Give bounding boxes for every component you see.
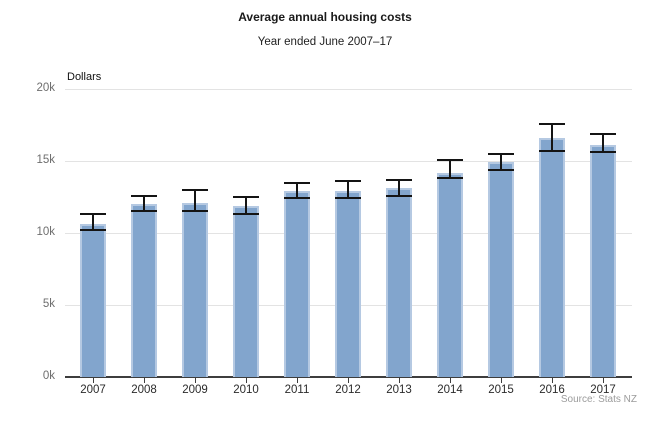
error-bar-cap-top-2011 xyxy=(284,181,310,184)
x-tick-label-2012: 2012 xyxy=(335,384,361,396)
x-tick-label-2009: 2009 xyxy=(182,384,208,396)
y-tick-label: 20k xyxy=(36,82,55,94)
plot-area: Dollars 0k 5k 10k 15k 20k 2007 2008 2009 2010 201… xyxy=(36,71,632,396)
error-bar-cap-top-2016 xyxy=(539,122,565,125)
x-tick-label-2010: 2010 xyxy=(233,384,259,396)
x-axis-tick-2007 xyxy=(93,378,94,383)
y-tick-label: 5k xyxy=(42,298,55,310)
error-bar-line-2017 xyxy=(602,133,604,153)
bar-2012[interactable] xyxy=(335,191,361,377)
x-axis-tick-2013 xyxy=(399,378,400,383)
error-bar-cap-top-2008 xyxy=(131,194,157,197)
error-bar-cap-bottom-2015 xyxy=(488,168,514,171)
x-axis-tick-2010 xyxy=(246,378,247,383)
error-bar-line-2009 xyxy=(194,189,196,212)
bar-2008[interactable] xyxy=(131,204,157,377)
chart-subtitle: Year ended June 2007–17 xyxy=(257,36,393,48)
error-bar-cap-bottom-2009 xyxy=(182,210,208,213)
bar-2010[interactable] xyxy=(233,205,259,377)
y-tick-label: 10k xyxy=(36,226,55,238)
error-bar-line-2008 xyxy=(143,195,145,212)
error-bar-cap-bottom-2011 xyxy=(284,197,310,200)
error-bar-cap-bottom-2017 xyxy=(590,151,616,154)
bar-2015[interactable] xyxy=(488,162,514,377)
error-bar-line-2011 xyxy=(296,182,298,199)
error-bar-cap-top-2014 xyxy=(437,158,463,161)
error-bar-cap-bottom-2013 xyxy=(386,194,412,197)
y-tick-label: 0k xyxy=(42,370,55,382)
error-bar-line-2007 xyxy=(92,214,94,231)
x-axis-tick-2008 xyxy=(144,378,145,383)
bar-2016[interactable] xyxy=(539,137,565,377)
error-bar-cap-top-2009 xyxy=(182,188,208,191)
x-axis-tick-2009 xyxy=(195,378,196,383)
error-bar-cap-top-2007 xyxy=(80,213,106,216)
x-axis-line xyxy=(65,376,632,378)
error-bar-line-2015 xyxy=(500,153,502,170)
bar-2017[interactable] xyxy=(590,145,616,377)
error-bar-cap-bottom-2010 xyxy=(233,213,259,216)
x-axis-tick-2015 xyxy=(501,378,502,383)
x-axis-tick-2012 xyxy=(348,378,349,383)
x-tick-label-2014: 2014 xyxy=(437,384,463,396)
bar-2014[interactable] xyxy=(437,172,463,377)
error-bar-cap-bottom-2007 xyxy=(80,229,106,232)
error-bar-cap-bottom-2012 xyxy=(335,197,361,200)
error-bar-cap-top-2017 xyxy=(590,132,616,135)
x-tick-label-2011: 2011 xyxy=(284,384,310,396)
x-tick-label-2008: 2008 xyxy=(131,384,157,396)
error-bar-line-2012 xyxy=(347,181,349,199)
x-tick-label-2017: 2017 xyxy=(590,384,616,396)
error-bar-cap-top-2013 xyxy=(386,178,412,181)
bar-2009[interactable] xyxy=(182,202,208,377)
error-bar-line-2010 xyxy=(245,197,247,215)
source-attribution: Source: Stats NZ xyxy=(560,394,637,405)
error-bar-line-2016 xyxy=(551,123,553,151)
x-tick-label-2007: 2007 xyxy=(80,384,106,396)
error-bar-line-2014 xyxy=(449,159,451,179)
gridline-15k xyxy=(65,161,632,162)
error-bar-line-2013 xyxy=(398,179,400,196)
x-axis-tick-2014 xyxy=(450,378,451,383)
x-axis-tick-2011 xyxy=(297,378,298,383)
bar-2013[interactable] xyxy=(386,188,412,377)
x-axis-tick-2016 xyxy=(552,378,553,383)
gridline-20k xyxy=(65,89,632,90)
error-bar-cap-top-2012 xyxy=(335,180,361,183)
x-tick-label-2016: 2016 xyxy=(539,384,565,396)
error-bar-cap-bottom-2008 xyxy=(131,210,157,213)
error-bar-cap-top-2015 xyxy=(488,152,514,155)
x-tick-label-2013: 2013 xyxy=(386,384,412,396)
error-bar-cap-bottom-2014 xyxy=(437,177,463,180)
error-bar-cap-top-2010 xyxy=(233,196,259,198)
error-bar-cap-bottom-2016 xyxy=(539,149,565,152)
bar-2011[interactable] xyxy=(284,191,310,377)
chart-title: Average annual housing costs xyxy=(238,10,412,24)
bar-2007[interactable] xyxy=(80,224,106,377)
y-axis-unit-label: Dollars xyxy=(67,71,102,83)
y-tick-label: 15k xyxy=(36,154,55,166)
x-tick-label-2015: 2015 xyxy=(488,384,514,396)
x-axis-tick-2017 xyxy=(603,378,604,383)
